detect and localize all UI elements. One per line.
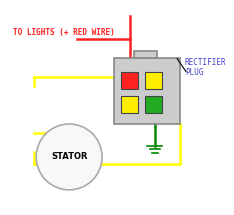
Bar bbox=[145, 72, 162, 89]
Text: RECTIFIER
PLUG: RECTIFIER PLUG bbox=[185, 58, 227, 77]
Bar bbox=[145, 96, 162, 113]
Bar bbox=[134, 51, 157, 58]
Text: TO LIGHTS (+ RED WIRE): TO LIGHTS (+ RED WIRE) bbox=[13, 28, 114, 37]
Text: STATOR: STATOR bbox=[51, 152, 87, 161]
Bar bbox=[121, 96, 138, 113]
Circle shape bbox=[36, 124, 102, 190]
Bar bbox=[121, 72, 138, 89]
Bar bbox=[114, 58, 180, 124]
